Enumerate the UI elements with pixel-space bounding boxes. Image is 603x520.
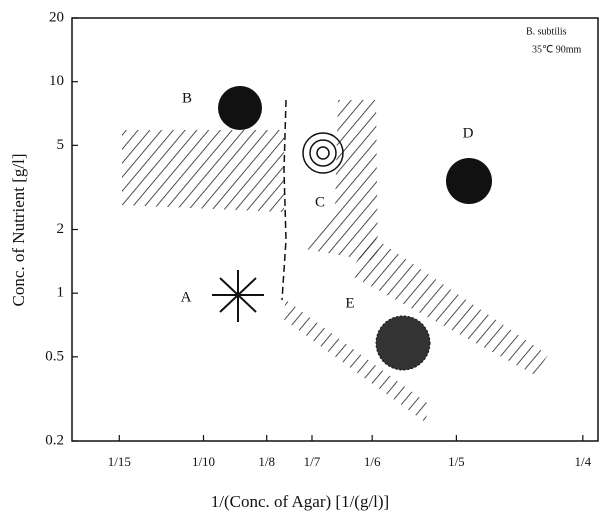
region-label: D: [463, 125, 474, 141]
hatch-region: [122, 130, 284, 212]
x-tick-label: 1/10: [192, 454, 215, 469]
x-tick-label: 1/15: [108, 454, 131, 469]
regions-art: [122, 86, 548, 422]
x-tick-label: 1/4: [575, 454, 592, 469]
region-label: B: [182, 90, 192, 106]
y-tick-label: 1: [57, 285, 65, 301]
hatch-region: [300, 100, 378, 262]
annotation: 35℃ 90mm: [532, 44, 582, 55]
x-axis-label: 1/(Conc. of Agar) [1/(g/l)]: [211, 492, 389, 511]
y-tick-label: 0.5: [45, 348, 64, 364]
x-tick-label: 1/6: [364, 454, 381, 469]
x-tick-label: 1/8: [258, 454, 275, 469]
colony-icon: [302, 132, 344, 174]
hatch-region: [282, 300, 430, 422]
x-tick-label: 1/5: [448, 454, 465, 469]
y-tick-label: 2: [57, 221, 65, 237]
region-label: A: [181, 289, 192, 305]
colony-icon: [218, 86, 262, 130]
y-tick-label: 20: [49, 9, 64, 25]
region-label: E: [345, 295, 354, 311]
boundary-line: [281, 99, 287, 301]
annotation: B. subtilis: [526, 26, 567, 37]
colony-icon: [212, 270, 264, 322]
y-tick-label: 5: [57, 137, 65, 153]
hatch-region: [350, 235, 548, 375]
y-axis-label: Conc. of Nutrient [g/l]: [9, 154, 28, 307]
x-tick-label: 1/7: [304, 454, 321, 469]
region-label: C: [315, 194, 325, 210]
y-tick-label: 0.2: [45, 432, 64, 448]
y-tick-label: 10: [49, 73, 64, 89]
colony-icon: [446, 158, 492, 204]
colony-icon: [375, 315, 431, 371]
